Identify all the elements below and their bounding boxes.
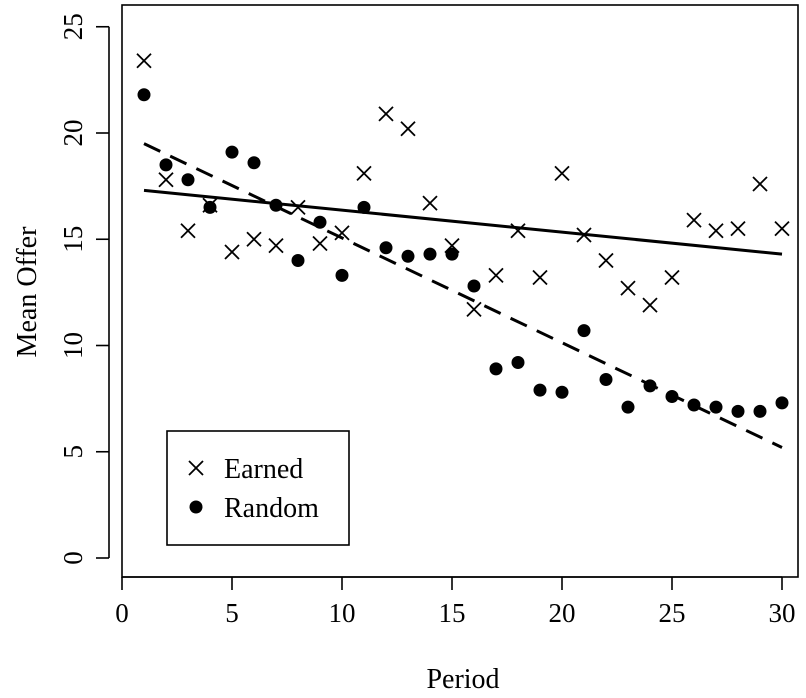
y-tick-label: 20 — [58, 120, 88, 147]
point-earned — [488, 267, 504, 284]
legend-box — [166, 430, 350, 546]
point-earned — [136, 53, 152, 69]
x-tick-label: 20 — [549, 598, 576, 628]
point-random — [181, 173, 195, 187]
point-random — [203, 200, 217, 214]
point-earned — [642, 297, 658, 313]
y-tick-label: 5 — [58, 445, 88, 459]
point-random — [291, 254, 305, 267]
x-tick-label: 5 — [225, 598, 239, 628]
point-earned — [576, 227, 592, 243]
legend-earned-marker-icon — [188, 460, 204, 476]
point-earned — [510, 223, 526, 239]
point-earned — [422, 195, 438, 211]
x-tick-label: 0 — [115, 598, 129, 628]
legend-earned-label: Earned — [224, 454, 303, 485]
point-random — [621, 400, 635, 414]
y-axis: 0 5 10 15 20 25 — [58, 13, 110, 565]
point-random — [533, 383, 547, 397]
point-random — [445, 247, 459, 261]
point-random — [687, 398, 701, 412]
point-random — [775, 396, 789, 410]
y-tick-label: 10 — [58, 332, 88, 359]
point-random — [335, 268, 349, 282]
point-earned — [400, 121, 416, 137]
point-random — [555, 385, 569, 399]
point-earned — [752, 176, 768, 192]
trend-line-random — [143, 142, 783, 449]
point-earned — [730, 220, 746, 237]
point-earned — [334, 225, 350, 241]
y-tick-label: 0 — [58, 551, 88, 565]
point-random — [159, 158, 173, 172]
point-earned — [224, 244, 240, 260]
point-earned — [664, 269, 680, 286]
point-earned — [620, 280, 636, 296]
point-random — [467, 279, 481, 293]
trend-line-earned — [143, 188, 783, 256]
point-random — [709, 400, 723, 414]
point-random — [489, 362, 503, 376]
legend: Earned Random — [166, 430, 350, 546]
point-earned — [708, 223, 724, 239]
point-random — [423, 247, 437, 261]
legend-random-label: Random — [224, 493, 319, 524]
y-tick-label: 25 — [58, 13, 88, 40]
point-earned — [180, 223, 196, 239]
point-earned — [774, 220, 790, 237]
point-earned — [532, 269, 548, 286]
point-random — [269, 198, 283, 212]
point-random — [599, 373, 613, 386]
y-tick-label: 15 — [58, 226, 88, 253]
x-tick-label: 10 — [329, 598, 356, 628]
point-random — [643, 379, 657, 393]
point-random — [753, 404, 767, 418]
point-random — [313, 215, 327, 229]
trend-lines — [143, 142, 783, 449]
point-random — [225, 145, 239, 159]
point-random — [511, 356, 525, 369]
legend-random-marker-icon — [189, 500, 203, 514]
point-earned — [466, 301, 482, 318]
point-random — [665, 390, 679, 403]
point-earned — [686, 212, 702, 228]
x-axis: 0 5 10 15 20 25 30 — [115, 576, 796, 628]
y-axis-title: Mean Offer — [12, 226, 43, 358]
point-earned — [158, 172, 174, 188]
point-earned — [268, 237, 284, 254]
point-random — [401, 249, 415, 263]
data-points — [136, 53, 790, 418]
point-random — [379, 241, 393, 255]
point-random — [577, 324, 591, 338]
x-tick-label: 30 — [769, 598, 796, 628]
x-tick-label: 15 — [439, 598, 466, 628]
point-random — [731, 404, 745, 418]
point-earned — [246, 231, 262, 247]
point-random — [247, 156, 261, 170]
x-tick-label: 25 — [659, 598, 686, 628]
point-earned — [312, 235, 328, 252]
point-earned — [290, 199, 306, 216]
point-earned — [356, 165, 372, 182]
point-earned — [378, 106, 394, 122]
x-axis-title: Period — [426, 664, 499, 695]
point-random — [137, 88, 151, 102]
point-random — [357, 200, 371, 214]
point-earned — [598, 252, 614, 269]
point-earned — [554, 165, 570, 182]
